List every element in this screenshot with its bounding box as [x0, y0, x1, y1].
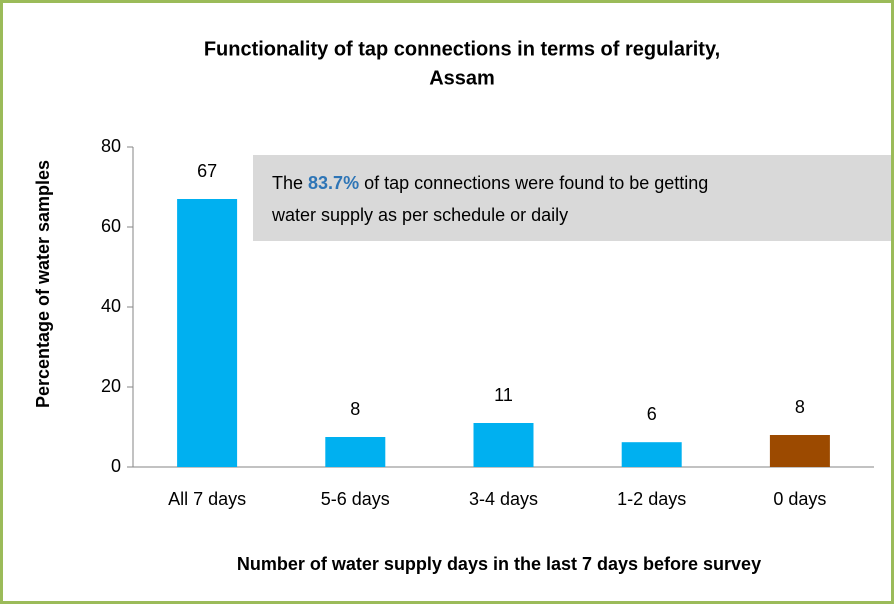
y-tick-label: 0	[111, 456, 121, 476]
data-label: 8	[350, 399, 360, 419]
annotation-part: water supply as per schedule or daily	[271, 205, 568, 225]
chart-title: Functionality of tap connections in term…	[204, 38, 720, 60]
x-tick-label: 3-4 days	[469, 489, 538, 509]
annotation-box	[253, 155, 891, 241]
chart-title: Assam	[429, 67, 495, 89]
data-label: 11	[494, 385, 513, 405]
bar	[621, 442, 682, 467]
data-label: 6	[647, 404, 657, 424]
y-tick-label: 40	[101, 296, 121, 316]
annotation-part: 83.7%	[308, 173, 359, 193]
y-tick-label: 80	[101, 136, 121, 156]
x-tick-label: 0 days	[773, 489, 826, 509]
x-tick-label: All 7 days	[168, 489, 246, 509]
y-tick-label: 20	[101, 376, 121, 396]
annotation-part: of tap connections were found to be gett…	[359, 173, 708, 193]
y-tick-label: 60	[101, 216, 121, 236]
bar	[769, 435, 830, 467]
annotation-text: The 83.7% of tap connections were found …	[272, 173, 708, 193]
x-tick-label: 5-6 days	[321, 489, 390, 509]
bar	[325, 437, 386, 467]
data-label: 67	[197, 161, 217, 181]
annotation-text: water supply as per schedule or daily	[271, 205, 568, 225]
x-tick-label: 1-2 days	[617, 489, 686, 509]
bar	[177, 199, 238, 467]
y-axis-label: Percentage of water samples	[33, 160, 53, 408]
bar	[473, 423, 534, 467]
data-label: 8	[795, 397, 805, 417]
x-axis-label: Number of water supply days in the last …	[237, 554, 761, 574]
annotation-part: The	[272, 173, 308, 193]
